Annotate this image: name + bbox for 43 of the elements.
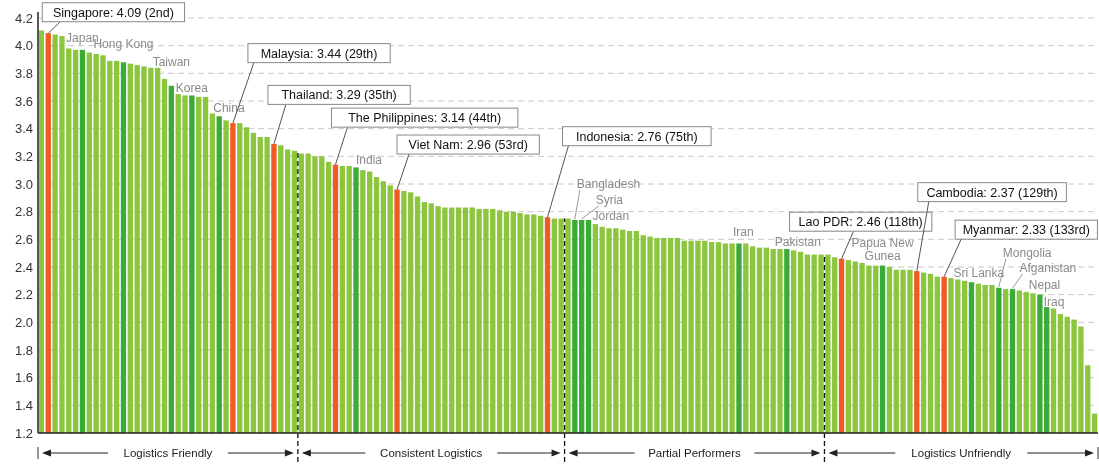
text: Logistics Unfriendly — [911, 447, 1012, 459]
data-label: Iran — [732, 225, 754, 240]
y-tick-label: 1.6 — [14, 370, 33, 386]
data-label: Syria — [595, 192, 624, 207]
y-tick-label: 3.6 — [14, 93, 33, 109]
data-label: Pakistan — [774, 235, 821, 250]
y-tick-label: 3.4 — [14, 121, 33, 137]
data-label: Papua New Gunea — [851, 235, 914, 263]
data-label: Indonesia: 2.76 (75th) — [575, 129, 698, 144]
data-label: Jordan — [592, 208, 630, 223]
data-label: Nepal — [1028, 277, 1061, 292]
data-label: Myanmar: 2.33 (133rd) — [962, 223, 1090, 238]
y-tick-label: 3.2 — [14, 148, 33, 164]
data-label: India — [356, 153, 383, 168]
y-tick-label: 2.0 — [14, 314, 33, 330]
data-label: Korea — [175, 81, 209, 96]
data-label: Viet Nam: 2.96 (53rd) — [408, 138, 528, 153]
text: Partial Performers — [648, 447, 742, 459]
data-label: Mongolia — [1002, 245, 1052, 260]
data-label: Iraq — [1043, 295, 1065, 310]
data-label: Thailand: 3.29 (35th) — [281, 88, 397, 103]
text: Consistent Logistics — [380, 447, 483, 459]
data-label: The Philippines: 3.14 (44th) — [348, 111, 502, 126]
data-label: Afganistan — [1019, 261, 1077, 276]
data-label: Bangladesh — [576, 176, 641, 191]
y-tick-label: 2.2 — [14, 287, 33, 303]
y-tick-label: 3.8 — [14, 65, 33, 81]
y-tick-label: 1.2 — [14, 425, 33, 441]
data-label: Singapore: 4.09 (2nd) — [52, 5, 174, 20]
y-tick-label: 4.0 — [14, 38, 33, 54]
data-label: Taiwan — [152, 54, 191, 69]
data-label: Cambodia: 2.37 (129th) — [926, 185, 1058, 200]
data-label: Sri Lanka — [953, 266, 1005, 281]
y-tick-label: 2.4 — [14, 259, 33, 275]
text: Logistics Friendly — [123, 447, 213, 459]
y-tick-label: 4.2 — [14, 10, 33, 26]
data-label: Lao PDR: 2.46 (118th) — [798, 215, 923, 230]
y-tick-label: 2.6 — [14, 231, 33, 247]
y-tick-label: 3.0 — [14, 176, 33, 192]
data-label: Malaysia: 3.44 (29th) — [260, 46, 378, 61]
y-tick-label: 2.8 — [14, 204, 33, 220]
y-tick-label: 1.8 — [14, 342, 33, 358]
y-tick-label: 1.4 — [14, 397, 33, 413]
